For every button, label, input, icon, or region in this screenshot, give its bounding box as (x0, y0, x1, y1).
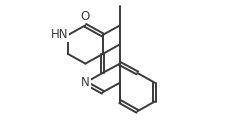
Text: N: N (81, 76, 89, 89)
Text: HN: HN (50, 28, 68, 41)
Text: O: O (80, 10, 90, 23)
